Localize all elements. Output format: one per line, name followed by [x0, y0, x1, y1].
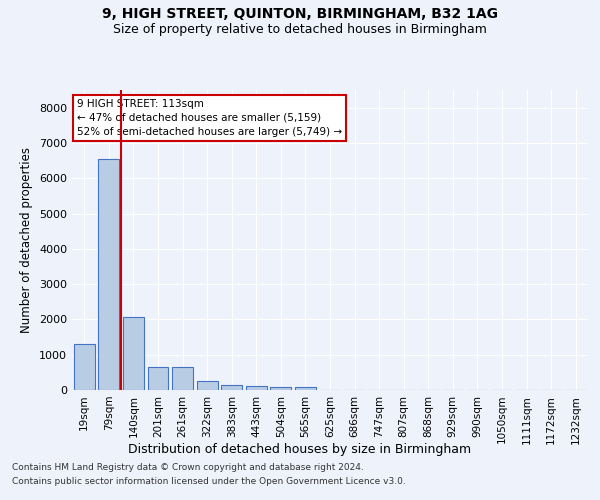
- Bar: [148, 368, 169, 390]
- Bar: [246, 386, 267, 390]
- Bar: [98, 159, 119, 390]
- Text: Contains HM Land Registry data © Crown copyright and database right 2024.: Contains HM Land Registry data © Crown c…: [12, 464, 364, 472]
- Text: Contains public sector information licensed under the Open Government Licence v3: Contains public sector information licen…: [12, 477, 406, 486]
- Bar: [74, 344, 95, 390]
- Text: 9, HIGH STREET, QUINTON, BIRMINGHAM, B32 1AG: 9, HIGH STREET, QUINTON, BIRMINGHAM, B32…: [102, 8, 498, 22]
- Text: Size of property relative to detached houses in Birmingham: Size of property relative to detached ho…: [113, 22, 487, 36]
- Y-axis label: Number of detached properties: Number of detached properties: [20, 147, 34, 333]
- Bar: [221, 385, 242, 390]
- Bar: [271, 387, 292, 390]
- Bar: [197, 381, 218, 390]
- Text: Distribution of detached houses by size in Birmingham: Distribution of detached houses by size …: [128, 442, 472, 456]
- Bar: [172, 368, 193, 390]
- Bar: [295, 387, 316, 390]
- Bar: [123, 317, 144, 390]
- Text: 9 HIGH STREET: 113sqm
← 47% of detached houses are smaller (5,159)
52% of semi-d: 9 HIGH STREET: 113sqm ← 47% of detached …: [77, 99, 342, 137]
